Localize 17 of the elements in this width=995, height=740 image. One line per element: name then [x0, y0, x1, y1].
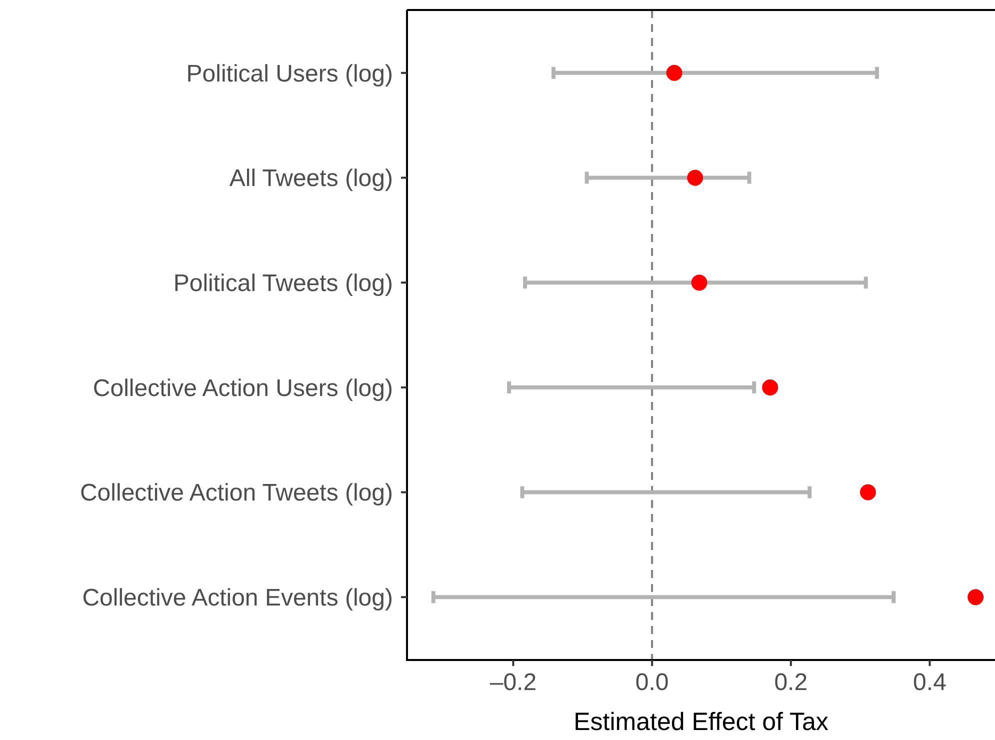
x-axis-title: Estimated Effect of Tax	[574, 708, 829, 736]
point	[762, 379, 778, 396]
y-tick-label: Collective Action Events (log)	[82, 584, 393, 612]
y-tick-label: Collective Action Users (log)	[92, 374, 393, 402]
x-tick-label: 0.4	[913, 669, 946, 696]
y-tick-label: Political Tweets (log)	[173, 270, 393, 297]
point	[691, 274, 708, 291]
y-tick-label: All Tweets (log)	[229, 165, 393, 192]
point	[968, 589, 984, 606]
x-tick-label: 0.2	[774, 669, 808, 696]
point	[687, 170, 704, 186]
point	[860, 484, 876, 500]
x-tick-label: –0.2	[490, 669, 537, 696]
x-tick-label: 0.0	[635, 669, 669, 696]
point	[666, 64, 682, 81]
y-tick-label: Collective Action Tweets (log)	[80, 480, 393, 507]
y-tick-label: Political Users (log)	[186, 60, 393, 88]
